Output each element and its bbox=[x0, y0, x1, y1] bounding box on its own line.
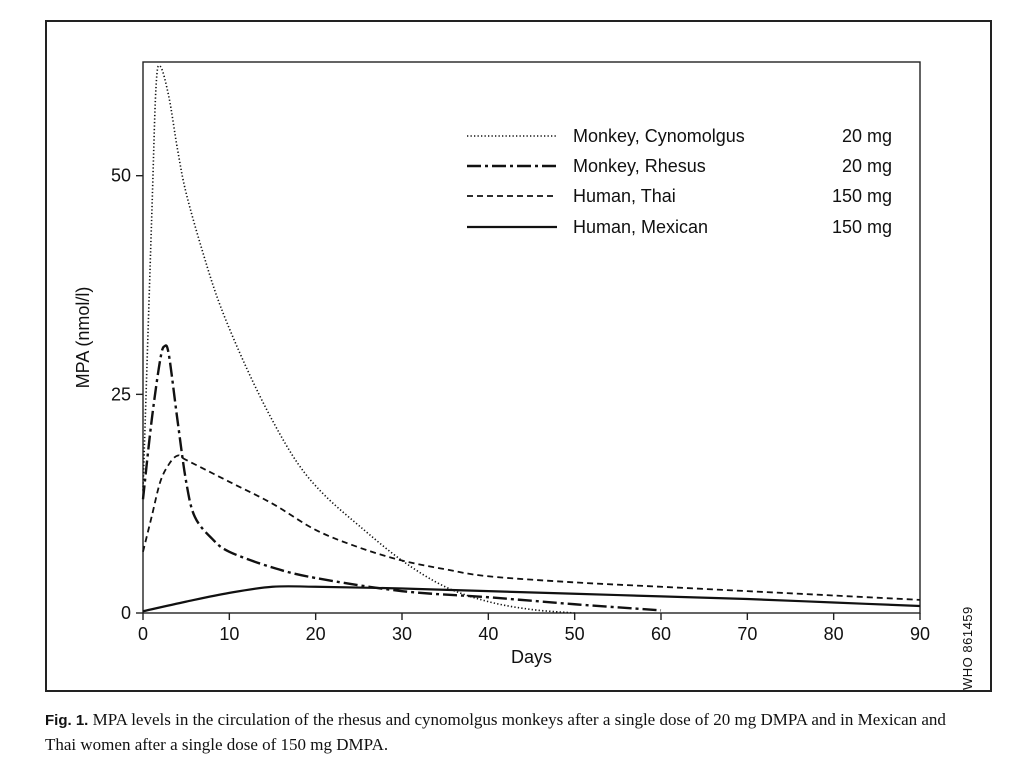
figure-caption: Fig. 1. MPA levels in the circulation of… bbox=[45, 708, 970, 757]
legend-dose-monkey-cynomolgus: 20 mg bbox=[842, 126, 892, 146]
x-tick-label: 50 bbox=[565, 624, 585, 644]
x-tick-label: 0 bbox=[138, 624, 148, 644]
legend-label-human-thai: Human, Thai bbox=[573, 186, 676, 206]
x-tick-label: 20 bbox=[306, 624, 326, 644]
legend-label-monkey-rhesus: Monkey, Rhesus bbox=[573, 156, 706, 176]
y-tick-label: 25 bbox=[111, 384, 131, 404]
y-axis-label: MPA (nmol/l) bbox=[73, 287, 93, 389]
x-tick-label: 90 bbox=[910, 624, 930, 644]
legend-dose-human-mexican: 150 mg bbox=[832, 217, 892, 237]
series-line-human-mexican bbox=[142, 585, 921, 613]
mpa-line-chart: 0 10 20 30 40 50 60 70 80 90 0 25 50 Days MPA (nmol/l)… bbox=[73, 61, 930, 667]
x-tick-label: 70 bbox=[737, 624, 757, 644]
legend-label-monkey-cynomolgus: Monkey, Cynomolgus bbox=[573, 126, 745, 146]
x-tick-label: 60 bbox=[651, 624, 671, 644]
x-tick-label: 30 bbox=[392, 624, 412, 644]
figure-frame: 0 10 20 30 40 50 60 70 80 90 0 25 50 Days MPA (nmol/l)… bbox=[45, 20, 992, 692]
x-tick-label: 80 bbox=[824, 624, 844, 644]
caption-text: MPA levels in the circulation of the rhe… bbox=[45, 710, 946, 754]
x-tick-label: 10 bbox=[219, 624, 239, 644]
legend-dose-monkey-rhesus: 20 mg bbox=[842, 156, 892, 176]
series-line-monkey-rhesus bbox=[141, 344, 662, 612]
legend-label-human-mexican: Human, Mexican bbox=[573, 217, 708, 237]
figure-id-label: WHO 861459 bbox=[960, 606, 975, 690]
y-tick-label: 0 bbox=[121, 603, 131, 623]
y-tick-label: 50 bbox=[111, 166, 131, 186]
plot-area-box bbox=[142, 61, 921, 614]
legend-dose-human-thai: 150 mg bbox=[832, 186, 892, 206]
series-line-monkey-cynomolgus bbox=[142, 64, 575, 614]
series-line-human-thai bbox=[142, 454, 921, 601]
x-tick-label: 40 bbox=[478, 624, 498, 644]
x-axis-label: Days bbox=[511, 647, 552, 667]
caption-label: Fig. 1. bbox=[45, 712, 89, 729]
